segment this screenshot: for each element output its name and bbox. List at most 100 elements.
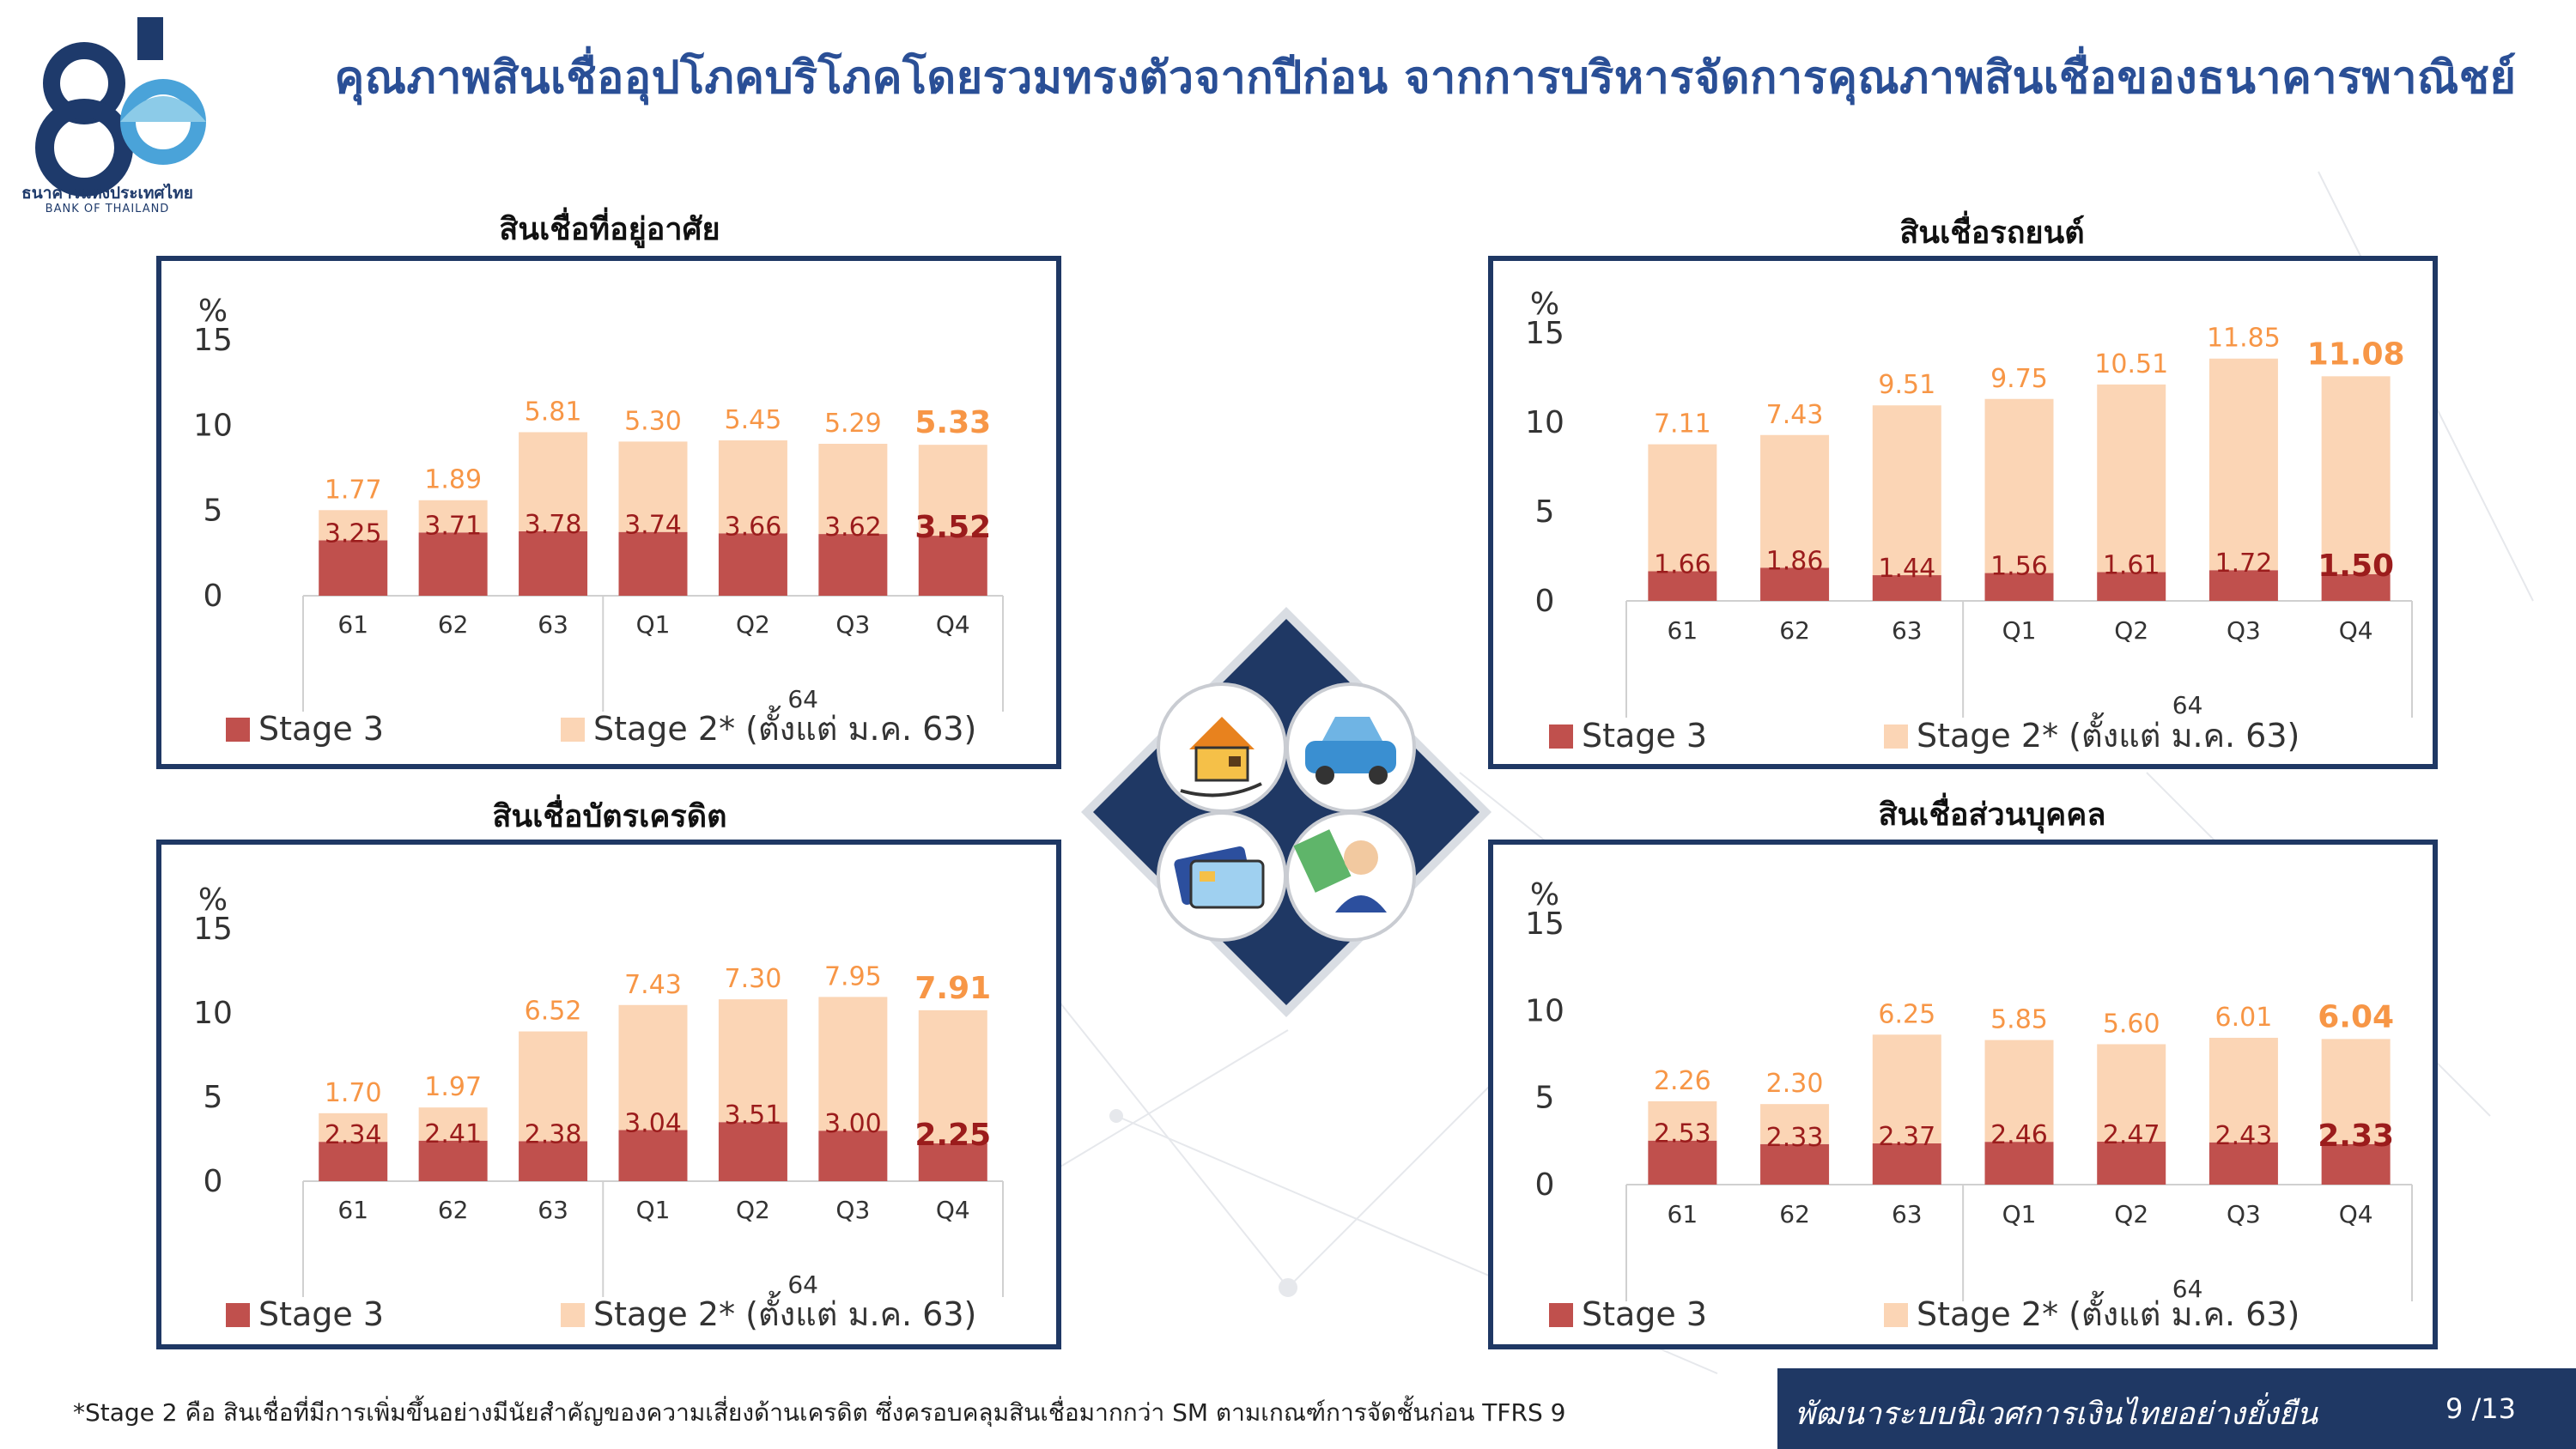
stage2-bar (519, 432, 588, 531)
x-tick-label: Q2 (2114, 616, 2148, 645)
x-tick-label: 63 (1892, 616, 1923, 645)
stage3-bar (319, 540, 388, 596)
stage2-bar (818, 997, 888, 1131)
y-tick-label: 10 (1525, 405, 1564, 440)
x-group-label: 64 (787, 1270, 818, 1299)
stage2-data-label: 5.81 (525, 397, 582, 427)
stage3-data-label: 3.71 (424, 511, 482, 541)
stage3-data-label: 3.62 (824, 512, 882, 543)
stage3-bar (1872, 575, 1941, 601)
stage2-bar (718, 440, 787, 534)
credit-card-icon (1157, 811, 1287, 942)
x-tick-label: Q4 (2339, 1200, 2373, 1228)
chart-credit-card-svg: % 0 5 10 15 1.70 2.34 61 1.97 2.41 62 6.52 2.38 63 7.4… (193, 882, 1004, 1333)
stage3-bar (918, 536, 987, 596)
stage3-bar (1872, 1143, 1941, 1185)
y-tick-label: 15 (193, 323, 233, 358)
stage3-data-label: 3.66 (725, 512, 782, 542)
stage3-bar (1648, 571, 1717, 601)
stage2-data-label: 7.30 (725, 964, 782, 994)
stage3-data-label: 2.33 (1766, 1123, 1824, 1153)
legend-swatch-stage3 (226, 718, 250, 742)
stage3-bar (2321, 573, 2391, 601)
stage2-bar (519, 1031, 588, 1142)
x-tick-label: Q2 (736, 1196, 770, 1224)
x-tick-label: 63 (538, 1196, 568, 1224)
x-tick-label: Q2 (736, 610, 770, 639)
x-tick-label: Q1 (2002, 1200, 2037, 1228)
stage2-bar (1872, 405, 1941, 576)
stage2-bar (918, 1009, 987, 1143)
y-tick-label: 10 (193, 408, 233, 443)
stage2-data-label: 5.85 (1990, 1005, 2048, 1035)
stage3-bar (2321, 1143, 2391, 1185)
stage2-bar (2097, 384, 2166, 573)
stage3-bar (818, 1131, 888, 1181)
stage2-footnote: *Stage 2 คือ สินเชื่อที่มีการเพิ่มขึ้นอย… (73, 1398, 1566, 1427)
stage2-bar (319, 510, 388, 541)
chart-housing-svg: % 0 5 10 15 1.77 3.25 61 1.89 3.71 62 5.81 3.78 63 5.3… (193, 294, 1004, 748)
chart-title-personal: สินเชื่อส่วนบุคคล (1878, 797, 2106, 833)
stage3-bar (718, 1122, 787, 1181)
chart-title-housing: สินเชื่อที่อยู่อาศัย (499, 212, 720, 247)
legend-label-stage3: Stage 3 (258, 710, 384, 748)
stage2-bar (818, 443, 888, 535)
stage2-bar (1984, 398, 2054, 573)
stage3-data-label: 2.53 (1654, 1119, 1711, 1149)
stage2-bar (2097, 1044, 2166, 1142)
stage3-bar (918, 1143, 987, 1181)
stage3-data-label: 2.43 (2215, 1121, 2273, 1151)
footer-band: พัฒนาระบบนิเวศการเงินไทยอย่างยั่งยืน 9 /… (1777, 1368, 2576, 1449)
stage2-data-label: 7.11 (1654, 409, 1711, 440)
legend-label-stage3: Stage 3 (1582, 717, 1707, 755)
stage2-data-label: 7.95 (824, 961, 882, 991)
x-tick-label: 61 (1668, 616, 1698, 645)
stage2-data-label: 6.25 (1878, 999, 1935, 1029)
center-icon-diamond (1081, 607, 1492, 1017)
x-tick-label: Q3 (835, 1196, 870, 1224)
chart-personal: % 0 5 10 15 2.26 2.53 61 2.30 2.33 62 6.25 2.37 63 5.8… (1488, 840, 2438, 1349)
stage2-data-label: 1.89 (424, 465, 482, 495)
y-tick-label: 0 (204, 579, 223, 614)
stage2-data-label: 5.33 (914, 405, 991, 440)
stage2-data-label: 1.97 (424, 1072, 482, 1102)
x-tick-label: Q4 (2339, 616, 2373, 645)
stage3-bar (818, 534, 888, 596)
stage3-data-label: 3.00 (824, 1109, 882, 1139)
stage3-bar (2208, 1142, 2278, 1185)
stage3-data-label: 2.41 (424, 1119, 482, 1149)
chart-personal-svg: % 0 5 10 15 2.26 2.53 61 2.30 2.33 62 6.25 2.37 63 5.8… (1525, 877, 2413, 1333)
stage2-data-label: 5.60 (2103, 1009, 2160, 1039)
chart-title-credit-card: สินเชื่อบัตรเครดิต (492, 799, 727, 834)
y-tick-label: 5 (204, 1080, 223, 1115)
y-tick-label: 5 (1535, 494, 1555, 530)
x-tick-label: 62 (438, 1196, 469, 1224)
legend-label-stage3: Stage 3 (258, 1295, 384, 1333)
stage3-data-label: 2.34 (325, 1120, 382, 1150)
stage3-data-label: 1.66 (1654, 549, 1711, 579)
person-money-icon (1285, 811, 1416, 942)
house-hand-icon (1157, 682, 1287, 813)
stage3-bar (418, 532, 488, 596)
footer-slogan: พัฒนาระบบนิเวศการเงินไทยอย่างยั่งยืน (1795, 1397, 2318, 1432)
x-tick-label: Q1 (636, 1196, 671, 1224)
x-tick-label: 63 (1892, 1200, 1923, 1228)
stage2-bar (319, 1113, 388, 1143)
legend-label-stage2: Stage 2* (ตั้งแต่ ม.ค. 63) (1917, 712, 2300, 755)
x-tick-label: 63 (538, 610, 568, 639)
logo-number: 80 (83, 91, 85, 93)
x-tick-label: 61 (1668, 1200, 1698, 1228)
stage2-data-label: 6.52 (525, 997, 582, 1027)
stage3-data-label: 1.61 (2103, 551, 2160, 581)
stage3-bar (319, 1142, 388, 1181)
stage3-data-label: 2.25 (914, 1118, 991, 1153)
x-tick-label: Q1 (2002, 616, 2037, 645)
stage3-data-label: 2.47 (2103, 1120, 2160, 1150)
stage3-bar (1984, 573, 2054, 601)
stage3-data-label: 2.33 (2318, 1119, 2394, 1154)
y-tick-label: 10 (1525, 993, 1564, 1028)
legend-swatch-stage2 (561, 1303, 585, 1327)
stage2-bar (418, 500, 488, 533)
stage3-data-label: 3.25 (325, 518, 382, 549)
stage3-data-label: 3.52 (914, 510, 991, 545)
